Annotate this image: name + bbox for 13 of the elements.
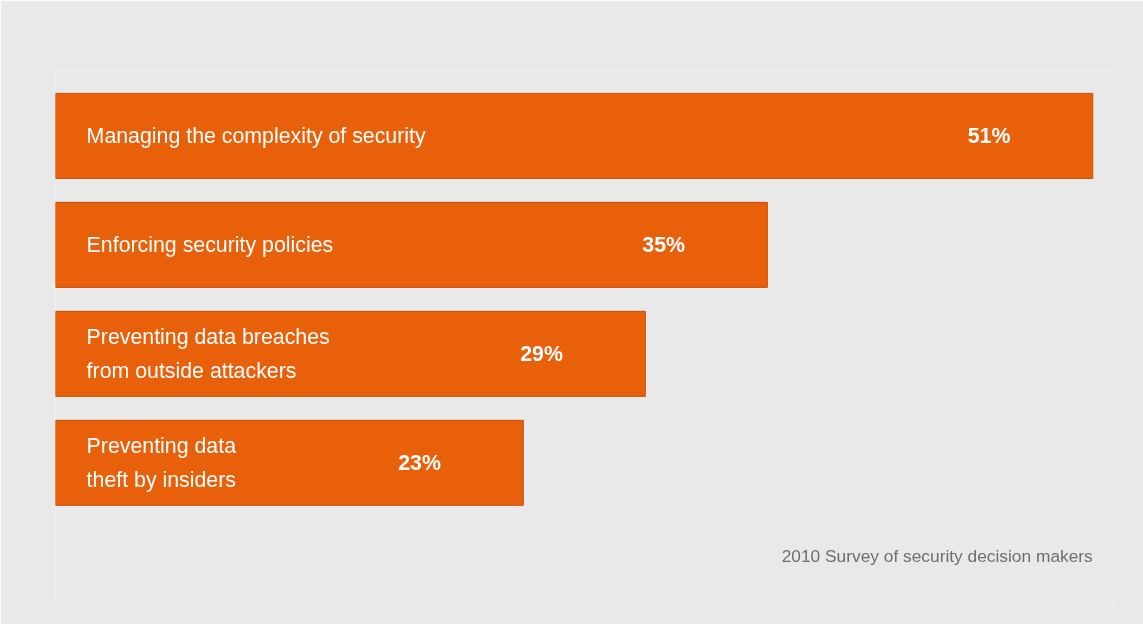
data-label: 51% <box>967 123 1011 148</box>
y-tick-label: Preventing data theft by insiders <box>86 434 237 492</box>
bar <box>55 92 1094 179</box>
y-tick-label: Preventing data breaches from outside attackers <box>86 325 330 383</box>
bar <box>55 419 524 506</box>
annotation: 2010 Survey of security decision makers <box>781 546 1094 567</box>
bar <box>55 310 646 397</box>
bar <box>55 201 768 288</box>
y-tick-label: Managing the complexity of security <box>86 123 426 148</box>
data-label: 23% <box>398 450 441 475</box>
data-label: 29% <box>520 341 563 366</box>
data-label: 35% <box>642 232 685 257</box>
y-tick-label: Enforcing security policies <box>86 232 334 257</box>
